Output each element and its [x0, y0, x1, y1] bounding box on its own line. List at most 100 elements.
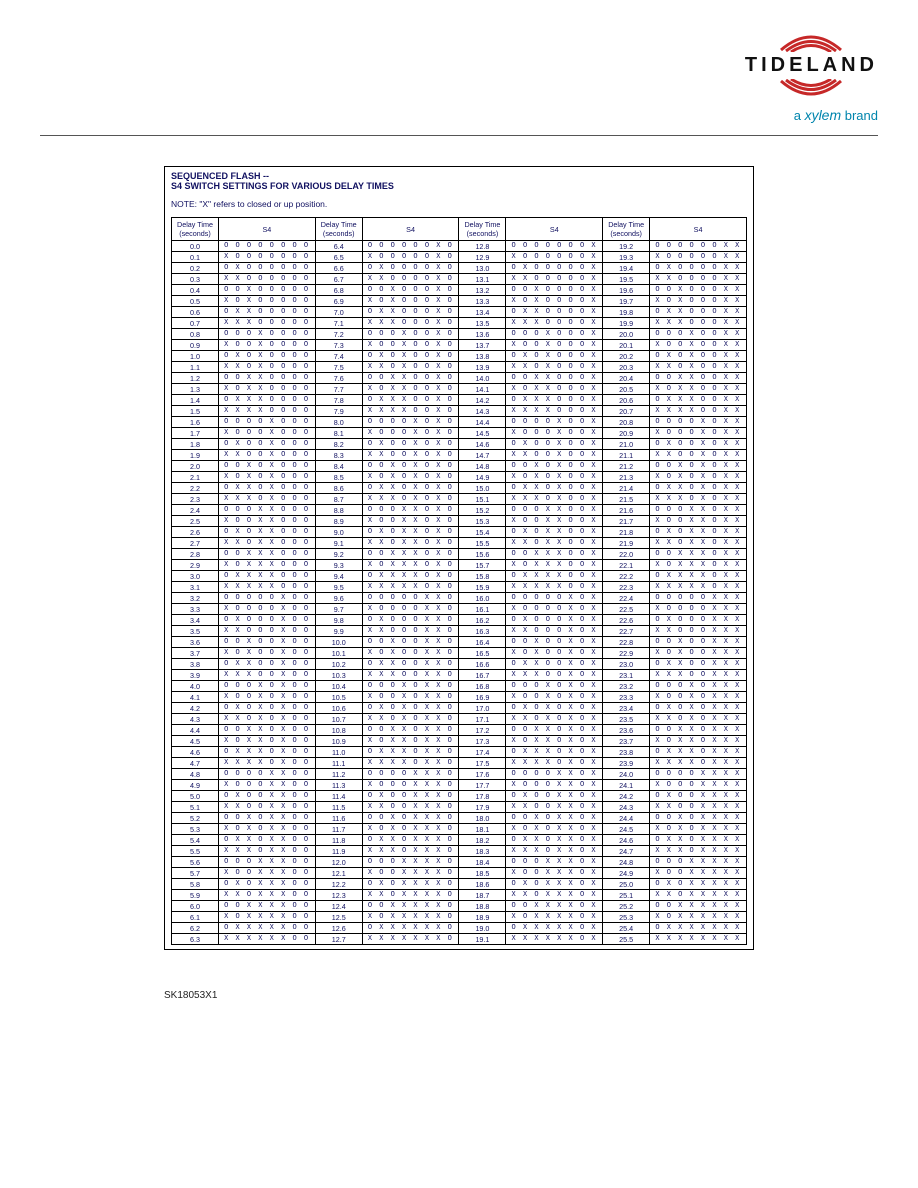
table-row: 4.2O X O X O X O O10.6O X O X O X X O17.…	[172, 703, 747, 714]
s4-cell: X X X X O X X X	[650, 758, 747, 769]
s4-cell: X X X O O O O X	[506, 318, 603, 329]
s4-cell: O O X O O X X O	[362, 637, 459, 648]
s4-cell: X X O O X X X X	[650, 802, 747, 813]
s4-cell: O X X X O O O O	[218, 395, 315, 406]
delay-cell: 16.1	[459, 604, 506, 615]
delay-cell: 11.6	[315, 813, 362, 824]
s4-cell: O X O O O O X O	[362, 263, 459, 274]
table-row: 4.0O O O X O X O O10.4O O O X O X X O16.…	[172, 681, 747, 692]
delay-cell: 25.2	[603, 901, 650, 912]
s4-cell: O O X O O X O O	[218, 637, 315, 648]
s4-cell: O O X X O O O X	[506, 373, 603, 384]
s4-cell: O X O X X X X X	[650, 879, 747, 890]
header: TIDELAND a xylem brand	[40, 30, 878, 135]
delay-cell: 17.6	[459, 769, 506, 780]
s4-cell: O O X O X O X O	[362, 461, 459, 472]
delay-cell: 15.6	[459, 549, 506, 560]
s4-cell: X X O O O X X O	[362, 626, 459, 637]
s4-cell: O O O X O O O X	[506, 329, 603, 340]
s4-cell: O O X X O X O X	[506, 725, 603, 736]
delay-cell: 1.7	[172, 428, 219, 439]
delay-cell: 1.0	[172, 351, 219, 362]
s4-cell: X X X O O O O O	[218, 318, 315, 329]
delay-cell: 14.4	[459, 417, 506, 428]
s4-cell: X O O X O X X X	[650, 692, 747, 703]
delay-cell: 25.1	[603, 890, 650, 901]
delay-cell: 2.6	[172, 527, 219, 538]
delay-cell: 17.1	[459, 714, 506, 725]
s4-cell: X X O X X O O X	[506, 538, 603, 549]
s4-cell: X X O X X X O X	[506, 890, 603, 901]
s4-cell: O X X O O X O X	[506, 659, 603, 670]
delay-cell: 19.3	[603, 252, 650, 263]
delay-cell: 5.6	[172, 857, 219, 868]
s4-cell: X O O O O X X X	[650, 604, 747, 615]
delay-cell: 8.1	[315, 428, 362, 439]
delay-cell: 9.8	[315, 615, 362, 626]
s4-cell: O X O X X O O O	[218, 527, 315, 538]
delay-cell: 7.3	[315, 340, 362, 351]
delay-cell: 22.3	[603, 582, 650, 593]
s4-cell: X O X O O X O X	[506, 648, 603, 659]
s4-cell: O X X X O O O X	[506, 395, 603, 406]
s4-cell: O X O X O X X X	[650, 703, 747, 714]
s4-cell: X X X X X X X O	[362, 934, 459, 945]
table-row: 0.5X O X O O O O O6.9X O X O O O X O13.3…	[172, 296, 747, 307]
s4-cell: O O X O X O O X	[506, 461, 603, 472]
delay-cell: 4.3	[172, 714, 219, 725]
delay-cell: 16.5	[459, 648, 506, 659]
delay-cell: 6.7	[315, 274, 362, 285]
delay-cell: 20.8	[603, 417, 650, 428]
delay-cell: 8.0	[315, 417, 362, 428]
table-row: 5.9X X O X X X O O12.3X X O X X X X O18.…	[172, 890, 747, 901]
table-row: 1.9X X O O X O O O8.3X X O O X O X O14.7…	[172, 450, 747, 461]
s4-cell: X X O O O O O O	[218, 274, 315, 285]
delay-cell: 21.7	[603, 516, 650, 527]
delay-cell: 16.8	[459, 681, 506, 692]
s4-cell: O X O X X O X X	[650, 527, 747, 538]
table-row: 1.4O X X X O O O O7.8O X X X O O X O14.2…	[172, 395, 747, 406]
table-row: 1.1X X O X O O O O7.5X X O X O O X O13.9…	[172, 362, 747, 373]
s4-cell: X O X X X O X O	[362, 560, 459, 571]
delay-cell: 10.7	[315, 714, 362, 725]
delay-cell: 4.7	[172, 758, 219, 769]
delay-cell: 15.0	[459, 483, 506, 494]
delay-cell: 5.3	[172, 824, 219, 835]
table-row: 5.4O X X O X X O O11.8O X X O X X X O18.…	[172, 835, 747, 846]
table-row: 4.6O X X X O X O O11.0O X X X O X X O17.…	[172, 747, 747, 758]
s4-cell: X X X X X X O X	[506, 934, 603, 945]
s4-cell: O X O X X X O O	[218, 879, 315, 890]
delay-cell: 21.9	[603, 538, 650, 549]
s4-cell: O X O X O O X X	[650, 351, 747, 362]
delay-cell: 12.8	[459, 241, 506, 252]
delay-cell: 24.8	[603, 857, 650, 868]
delay-cell: 0.3	[172, 274, 219, 285]
delay-cell: 19.5	[603, 274, 650, 285]
delay-cell: 14.6	[459, 439, 506, 450]
delay-cell: 16.4	[459, 637, 506, 648]
table-row: 2.2O X X O X O O O8.6O X X O X O X O15.0…	[172, 483, 747, 494]
s4-cell: O O X X O O X O	[362, 373, 459, 384]
delay-cell: 10.9	[315, 736, 362, 747]
s4-cell: X X X O O O X X	[650, 318, 747, 329]
s4-cell: O O O O X O X O	[362, 417, 459, 428]
s4-cell: X O X O O O O X	[506, 296, 603, 307]
s4-cell: O X X O X O X X	[650, 483, 747, 494]
delay-cell: 6.8	[315, 285, 362, 296]
s4-cell: O X X O X X X O	[362, 835, 459, 846]
s4-cell: X O X X X O X X	[650, 560, 747, 571]
s4-cell: O X O O O X X O	[362, 615, 459, 626]
s4-cell: O O O O O O X O	[362, 241, 459, 252]
delay-cell: 17.9	[459, 802, 506, 813]
s4-cell: X O O O X O O X	[506, 428, 603, 439]
delay-cell: 16.7	[459, 670, 506, 681]
s4-cell: X X X O X X O O	[218, 846, 315, 857]
s4-cell: X O O X X O X X	[650, 516, 747, 527]
s4-cell: X X X X X O X X	[650, 582, 747, 593]
table-row: 5.5X X X O X X O O11.9X X X O X X X O18.…	[172, 846, 747, 857]
s4-cell: O O O O O O X X	[650, 241, 747, 252]
s4-cell: X O X O O O X X	[650, 296, 747, 307]
s4-cell: X O O O O X O O	[218, 604, 315, 615]
s4-cell: X O X O O X X O	[362, 648, 459, 659]
delay-cell: 15.4	[459, 527, 506, 538]
